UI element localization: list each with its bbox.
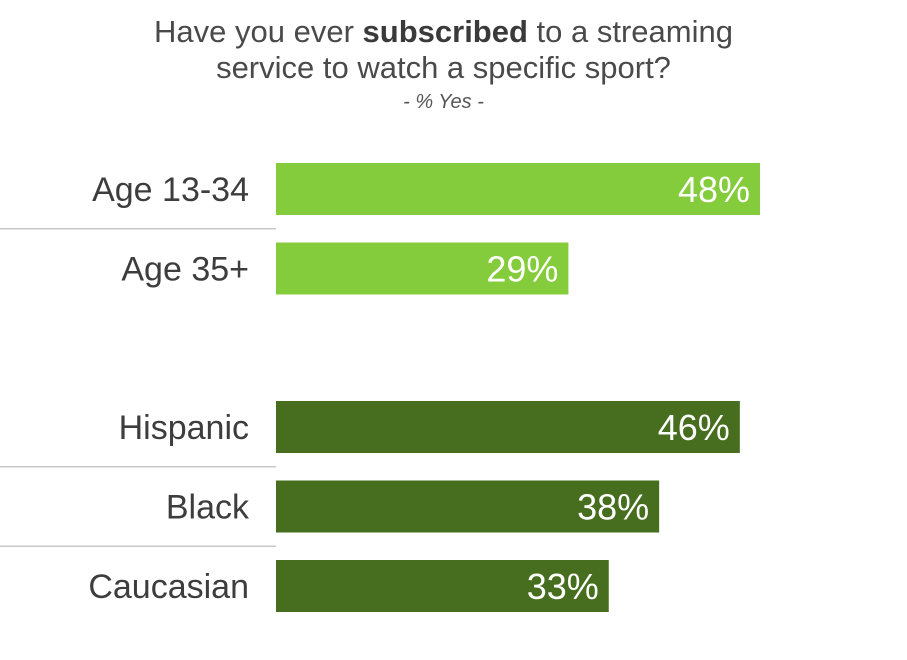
value-label-age-35: 29% bbox=[486, 249, 558, 290]
title-emphasis: subscribed bbox=[362, 14, 528, 49]
title-second-line: service to watch a specific sport? bbox=[216, 50, 671, 85]
category-label-hispanic: Hispanic bbox=[119, 409, 249, 447]
category-label-black: Black bbox=[166, 489, 250, 527]
bar-black bbox=[276, 480, 660, 533]
bar-age-35 bbox=[276, 242, 569, 295]
category-label-caucasian: Caucasian bbox=[88, 568, 249, 606]
bar-age-13-34 bbox=[276, 163, 760, 215]
title-text-start: Have you ever bbox=[154, 14, 363, 49]
value-label-black: 38% bbox=[577, 487, 649, 528]
value-label-caucasian: 33% bbox=[527, 566, 599, 607]
chart-subtitle: - % Yes - bbox=[403, 91, 484, 113]
bar-caucasian bbox=[276, 560, 609, 612]
title-text-end: to a streaming bbox=[527, 14, 733, 49]
category-label-age-35: Age 35+ bbox=[121, 251, 249, 289]
value-label-age-13-34: 48% bbox=[678, 169, 750, 210]
chart-title: Have you ever subscribed to a streaming … bbox=[0, 14, 887, 86]
value-label-hispanic: 46% bbox=[658, 407, 730, 448]
category-label-age-13-34: Age 13-34 bbox=[92, 171, 249, 209]
bar-hispanic bbox=[276, 401, 740, 453]
